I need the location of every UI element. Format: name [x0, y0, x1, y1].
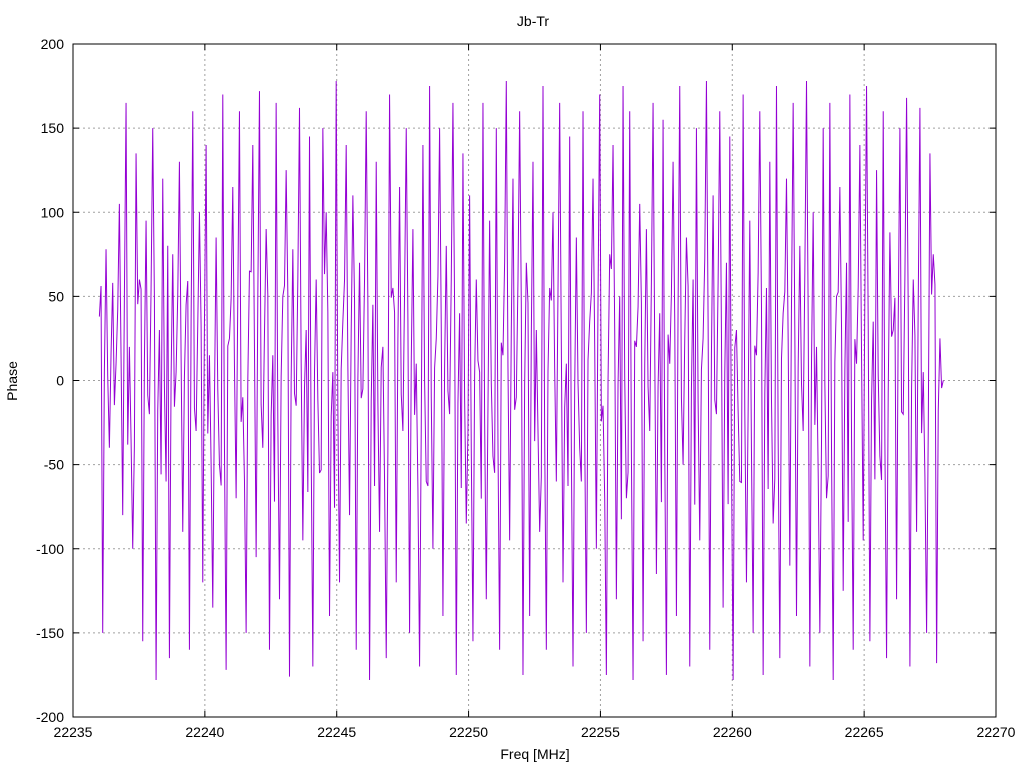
- y-tick-label: -200: [36, 709, 64, 725]
- x-tick-label: 22250: [449, 724, 488, 740]
- x-tick-label: 22245: [317, 724, 356, 740]
- x-tick-label: 22265: [845, 724, 884, 740]
- x-tick-label: 22240: [185, 724, 224, 740]
- x-tick-label: 22235: [54, 724, 93, 740]
- axis-ticks: 22235 22240 22245 22250 22255 22260 22265 22270…: [36, 36, 1016, 740]
- y-tick-label: 0: [56, 373, 64, 389]
- chart-title: Jb-Tr: [517, 13, 549, 29]
- y-tick-label: 150: [41, 120, 65, 136]
- y-tick-label: 50: [48, 288, 64, 304]
- x-axis-title: Freq [MHz]: [500, 746, 569, 762]
- phase-series-line: [98, 81, 944, 680]
- x-tick-label: 22255: [581, 724, 620, 740]
- y-axis-title: Phase: [4, 361, 20, 401]
- x-tick-label: 22270: [977, 724, 1016, 740]
- y-tick-label: -150: [36, 625, 64, 641]
- y-tick-label: 200: [41, 36, 65, 52]
- data-series: [98, 81, 944, 680]
- y-tick-label: 100: [41, 204, 65, 220]
- y-tick-label: -100: [36, 541, 64, 557]
- y-tick-label: -50: [44, 457, 64, 473]
- x-tick-label: 22260: [713, 724, 752, 740]
